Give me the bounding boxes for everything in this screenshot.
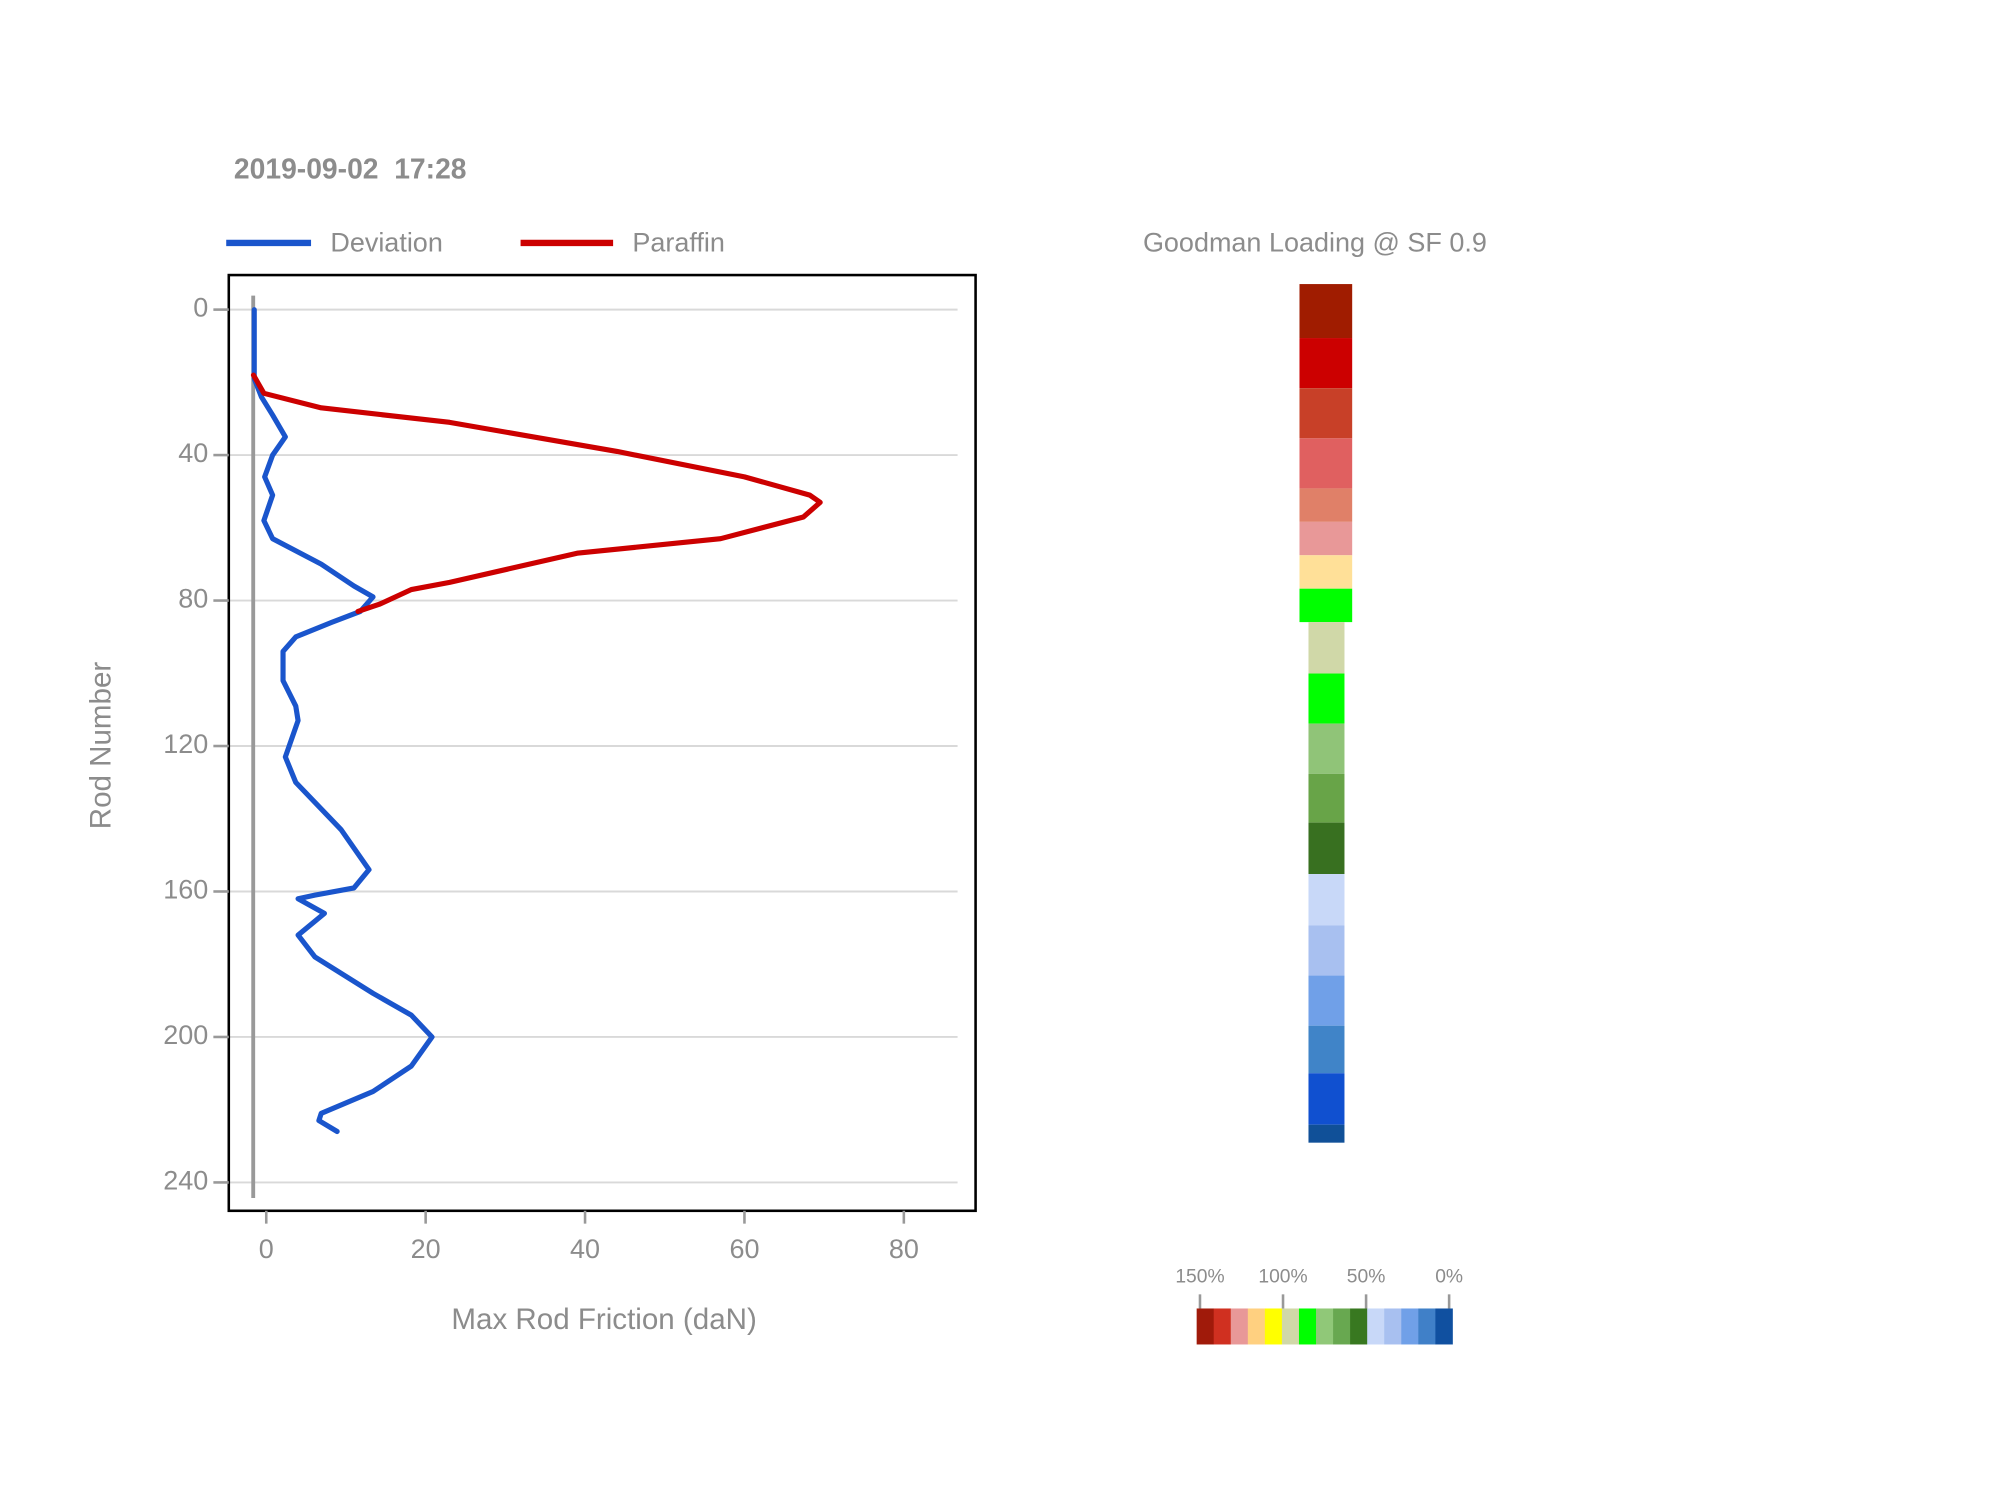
- x-tick-label: 20: [411, 1234, 441, 1264]
- scale-swatch: [1230, 1308, 1249, 1345]
- colorbar-segment: [1308, 673, 1345, 724]
- plot-frame: [227, 273, 977, 1213]
- x-tick-label: 80: [889, 1234, 919, 1264]
- plot-area: [228, 295, 958, 1198]
- y-axis-label: Rod Number: [85, 662, 118, 830]
- y-tick-label: 80: [178, 584, 208, 614]
- colorbar-segment: [1308, 1025, 1345, 1074]
- series-line: [250, 372, 823, 615]
- colorbar-segment: [1308, 822, 1345, 875]
- colorbar-segment: [1308, 1124, 1345, 1143]
- scale-swatch: [1196, 1308, 1215, 1345]
- colorbar-segment: [1308, 622, 1345, 674]
- colorbar-segment: [1308, 1073, 1345, 1125]
- colorbar-segment: [1299, 338, 1353, 389]
- scale-swatch: [1401, 1308, 1419, 1345]
- scale-swatch: [1298, 1308, 1317, 1345]
- x-axis-label: Max Rod Friction (daN): [451, 1303, 756, 1336]
- colorbar-segment: [1308, 975, 1345, 1026]
- y-tick-label: 200: [163, 1020, 208, 1050]
- scale-swatch: [1435, 1308, 1453, 1345]
- colorbar-segment: [1299, 488, 1353, 522]
- scale-swatch: [1350, 1308, 1368, 1345]
- scale-swatch: [1247, 1308, 1266, 1345]
- scale-tick-label: 100%: [1258, 1267, 1307, 1288]
- colorbar-segment: [1299, 588, 1353, 623]
- legend-label: Deviation: [330, 227, 443, 257]
- scale-swatch: [1367, 1308, 1385, 1345]
- legend-label: Paraffin: [632, 227, 725, 257]
- scale-swatch: [1418, 1308, 1436, 1345]
- y-tick-label: 160: [163, 875, 208, 905]
- scale-swatch: [1264, 1308, 1283, 1345]
- colorbar-segment: [1299, 438, 1353, 489]
- scale-tick-label: 0%: [1435, 1267, 1463, 1288]
- colorbar-segment: [1308, 925, 1345, 976]
- x-tick-label: 40: [570, 1234, 600, 1264]
- y-tick-label: 120: [163, 729, 208, 759]
- scale-swatch: [1316, 1308, 1334, 1345]
- chart-title: 2019-09-02 17:28: [234, 152, 467, 184]
- colorbar-segment: [1299, 284, 1353, 339]
- scale-swatch: [1384, 1308, 1402, 1345]
- scale-swatch: [1333, 1308, 1351, 1345]
- scale-swatch: [1213, 1308, 1232, 1345]
- colorbar-segment: [1308, 773, 1345, 823]
- scale-tick-label: 150%: [1175, 1267, 1224, 1288]
- series-line: [251, 307, 435, 1135]
- colorbar-segment: [1299, 521, 1353, 556]
- y-tick-label: 40: [178, 438, 208, 468]
- colorbar-segment: [1299, 555, 1353, 589]
- x-tick-label: 60: [729, 1234, 759, 1264]
- scale-swatch: [1281, 1308, 1300, 1345]
- colorbar-segment: [1308, 723, 1345, 774]
- colorbar-title: Goodman Loading @ SF 0.9: [1143, 227, 1487, 257]
- x-tick-label: 0: [259, 1234, 274, 1264]
- colorbar-segment: [1308, 874, 1345, 926]
- scale-tick-label: 50%: [1347, 1267, 1386, 1288]
- colorbar-segment: [1299, 388, 1353, 439]
- y-tick-label: 0: [193, 293, 208, 323]
- y-tick-label: 240: [163, 1166, 208, 1196]
